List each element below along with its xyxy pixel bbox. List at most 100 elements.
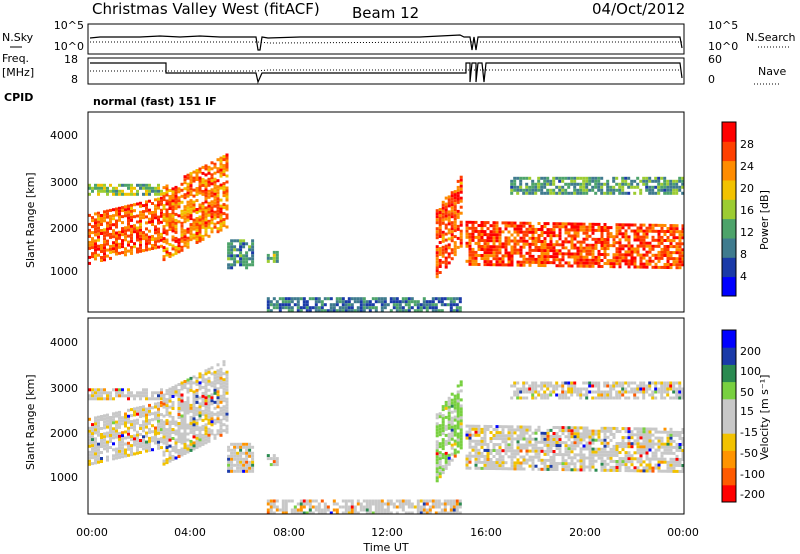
velocity-cell — [88, 426, 91, 430]
power-cell — [109, 256, 112, 260]
velocity-cell — [582, 426, 586, 430]
power-cell — [486, 257, 490, 261]
velocity-cell — [516, 461, 520, 465]
power-cell — [444, 223, 448, 227]
velocity-cell — [600, 429, 604, 433]
velocity-cell — [570, 462, 574, 466]
velocity-cell — [216, 432, 220, 436]
velocity-cell — [219, 385, 223, 389]
velocity-cell — [633, 390, 637, 394]
velocity-colorbar-frame — [721, 329, 737, 503]
velocity-cell — [450, 416, 454, 420]
power-cell — [597, 237, 601, 241]
velocity-cell — [225, 415, 229, 419]
power-cell — [492, 257, 496, 261]
power-cell — [636, 235, 640, 239]
power-cell — [531, 230, 535, 234]
velocity-cell — [660, 445, 664, 449]
velocity-cell — [573, 387, 577, 391]
velocity-cell — [534, 431, 538, 435]
vel-cbar-tick-6: -100 — [740, 468, 765, 481]
velocity-cell — [204, 393, 208, 397]
velocity-cell — [495, 452, 499, 456]
power-cell — [115, 186, 118, 190]
power-cell — [115, 225, 118, 229]
velocity-cell — [109, 428, 112, 431]
velocity-cell — [456, 435, 460, 439]
velocity-cell — [612, 450, 616, 454]
power-cell — [540, 252, 544, 255]
velocity-cell — [561, 462, 565, 466]
velocity-cell — [112, 430, 115, 434]
velocity-cell — [435, 449, 439, 453]
power-cell — [341, 303, 345, 307]
velocity-cell — [495, 449, 499, 453]
power-cell — [148, 217, 151, 221]
velocity-cell — [510, 437, 514, 441]
power-cell — [219, 204, 223, 208]
velocity-cell — [326, 508, 330, 512]
velocity-cell — [492, 464, 496, 467]
power-cell — [401, 297, 405, 301]
power-cell — [654, 238, 658, 242]
velocity-cell — [192, 402, 196, 406]
velocity-cell — [380, 511, 384, 515]
velocity-cell — [195, 394, 199, 398]
power-cell — [672, 227, 676, 231]
velocity-cell — [570, 468, 574, 472]
velocity-cell — [124, 418, 127, 422]
power-colorbar-swatch — [722, 160, 736, 181]
power-cell — [576, 255, 580, 259]
power-cell — [522, 242, 526, 246]
power-cell — [157, 215, 160, 219]
velocity-cell — [474, 448, 478, 452]
power-cell — [645, 259, 649, 263]
power-cell — [145, 203, 148, 207]
power-cell — [546, 176, 550, 180]
velocity-cell — [323, 511, 327, 515]
velocity-cell — [534, 455, 538, 459]
velocity-cell — [88, 438, 91, 442]
power-cell — [435, 221, 439, 225]
velocity-cell — [189, 430, 193, 434]
power-cell — [615, 262, 619, 266]
velocity-cell — [168, 414, 172, 418]
velocity-cell — [510, 458, 514, 462]
power-cell — [183, 244, 187, 248]
velocity-cell — [91, 394, 94, 398]
power-cell — [213, 201, 217, 205]
power-cell — [663, 263, 667, 266]
power-cell — [192, 200, 196, 204]
velocity-cell — [210, 396, 214, 400]
velocity-cell — [142, 444, 145, 448]
velocity-cell — [183, 386, 187, 389]
power-cell — [444, 262, 448, 266]
power-cell — [133, 245, 136, 249]
velocity-cell — [239, 442, 243, 446]
velocity-cell — [440, 508, 444, 512]
power-cell — [162, 204, 166, 208]
velocity-cell — [127, 420, 130, 424]
velocity-cell — [594, 453, 598, 457]
velocity-cell — [624, 469, 628, 473]
power-cell — [582, 231, 586, 235]
velocity-cell — [675, 460, 679, 464]
power-cell — [275, 256, 279, 260]
velocity-cell — [210, 411, 214, 415]
power-cell — [171, 235, 175, 239]
velocity-cell — [248, 463, 252, 467]
velocity-cell — [558, 393, 562, 397]
power-cell — [468, 256, 472, 260]
velocity-cell — [519, 443, 523, 447]
power-cell — [594, 185, 598, 189]
xtick-6: 00:00 — [667, 526, 699, 539]
velocity-cell — [207, 370, 211, 374]
power-cell — [453, 253, 457, 257]
power-cell — [663, 245, 667, 248]
velocity-cell — [663, 457, 667, 461]
power-cell — [675, 260, 679, 264]
power-cell — [435, 248, 439, 252]
power-cell — [681, 191, 685, 195]
power-cell — [100, 244, 103, 247]
velocity-cell — [570, 435, 574, 439]
